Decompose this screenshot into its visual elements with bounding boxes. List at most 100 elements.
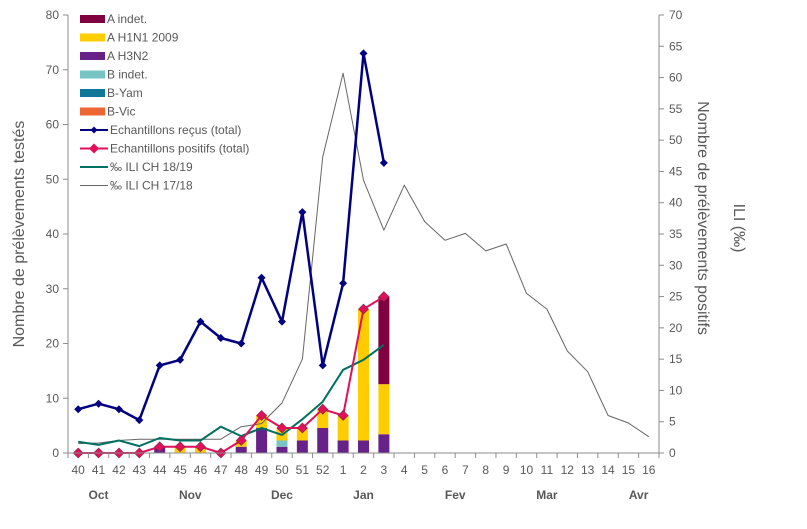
bar-segment: [358, 440, 369, 453]
legend-label: Echantillons positifs (total): [110, 142, 249, 156]
data-point: [296, 422, 308, 434]
left-tick-label: 0: [52, 446, 59, 460]
data-point: [339, 279, 348, 288]
x-tick-label: 16: [642, 463, 656, 477]
legend-label: A indet.: [107, 12, 147, 26]
data-point: [196, 317, 205, 326]
x-tick-label: 2: [360, 463, 367, 477]
data-point: [216, 334, 225, 343]
right-tick-label: 15: [669, 352, 683, 366]
month-label: Fev: [445, 488, 466, 502]
legend-label: ‰ ILI CH 18/19: [110, 160, 193, 174]
left-tick-label: 20: [46, 337, 60, 351]
data-point: [94, 399, 103, 408]
x-tick-label: 1: [340, 463, 347, 477]
left-tick-label: 50: [46, 172, 60, 186]
right-tick-label: 65: [669, 39, 683, 53]
x-tick-label: 48: [235, 463, 249, 477]
data-point: [135, 416, 144, 425]
right-tick-label: 55: [669, 102, 683, 116]
legend-marker: [89, 143, 99, 154]
right-tick-label: 25: [669, 290, 683, 304]
right-tick-label: 70: [669, 8, 683, 22]
legend-swatch: [80, 107, 105, 116]
bar-segment: [296, 427, 308, 441]
right-tick-label: 0: [669, 446, 676, 460]
axes: 0102030405060708005101520253035404550556…: [46, 8, 683, 502]
bar-segment: [276, 446, 288, 453]
month-label: Avr: [629, 488, 649, 502]
legend-swatch: [80, 89, 105, 97]
x-tick-label: 44: [153, 463, 167, 477]
left-tick-label: 60: [46, 118, 60, 132]
data-point: [235, 435, 247, 446]
x-tick-label: 9: [503, 463, 510, 477]
right-tick-label: 5: [669, 415, 676, 429]
data-point: [195, 441, 206, 453]
x-tick-label: 45: [173, 463, 187, 477]
month-label: Oct: [89, 488, 109, 502]
x-tick-label: 50: [275, 463, 289, 477]
data-point: [378, 291, 390, 302]
data-point: [154, 441, 166, 453]
data-point: [155, 361, 164, 370]
month-label: Mar: [536, 488, 558, 502]
right-axis-title: Nombre de prélèvements positifs: [694, 101, 711, 335]
x-tick-label: 11: [541, 463, 554, 477]
legend-label: B indet.: [107, 68, 148, 82]
x-tick-label: 10: [520, 463, 534, 477]
x-tick-label: 14: [601, 463, 615, 477]
x-tick-label: 49: [255, 463, 269, 477]
left-tick-label: 40: [46, 227, 60, 241]
left-tick-label: 10: [46, 391, 60, 405]
legend-label: ‰ ILI CH 17/18: [110, 179, 193, 193]
right-tick-label: 30: [669, 258, 683, 272]
right-tick-label: 40: [669, 196, 683, 210]
x-tick-label: 5: [421, 463, 428, 477]
bar-segment: [378, 384, 390, 435]
month-label: Dec: [271, 488, 293, 502]
data-point: [237, 339, 246, 348]
series-line: [77, 52, 386, 422]
legend-swatch: [80, 33, 105, 42]
x-tick-label: 42: [112, 463, 126, 477]
left-tick-label: 30: [46, 282, 60, 296]
x-tick-label: 6: [442, 463, 449, 477]
series-line: [78, 343, 385, 448]
left-tick-label: 70: [46, 63, 60, 77]
x-tick-label: 13: [581, 463, 595, 477]
month-label: Nov: [179, 488, 202, 502]
data-point: [317, 403, 329, 415]
bar-segment: [256, 415, 268, 428]
right-axis-ili-title: ILI (‰): [730, 204, 747, 253]
right-tick-label: 50: [669, 133, 683, 147]
x-tick-label: 43: [133, 463, 147, 477]
legend-swatch: [80, 52, 105, 60]
right-tick-label: 10: [669, 383, 683, 397]
bar-segment: [337, 415, 349, 441]
data-point: [379, 158, 388, 167]
x-tick-label: 8: [482, 463, 489, 477]
bar-segment: [317, 427, 329, 453]
x-tick-label: 12: [561, 463, 575, 477]
bar-segment: [317, 409, 329, 428]
x-tick-label: 41: [92, 463, 106, 477]
legend-label: A H3N2: [107, 49, 149, 63]
x-tick-label: 46: [194, 463, 208, 477]
legend-swatch: [80, 70, 105, 79]
right-tick-label: 20: [669, 321, 683, 335]
legend-marker: [90, 126, 98, 134]
data-point: [318, 361, 327, 370]
bar-segment: [378, 296, 390, 385]
data-point: [174, 441, 186, 453]
data-point: [74, 405, 83, 414]
data-point: [277, 317, 286, 326]
right-tick-label: 60: [669, 71, 683, 85]
right-tick-label: 35: [669, 227, 683, 241]
right-tick-label: 45: [669, 164, 683, 178]
data-point: [256, 410, 268, 421]
x-tick-label: 4: [401, 463, 408, 477]
left-axis-title: Nombre de prélèvements testés: [11, 121, 28, 348]
bar-segment: [378, 434, 390, 453]
x-tick-label: 40: [72, 463, 86, 477]
